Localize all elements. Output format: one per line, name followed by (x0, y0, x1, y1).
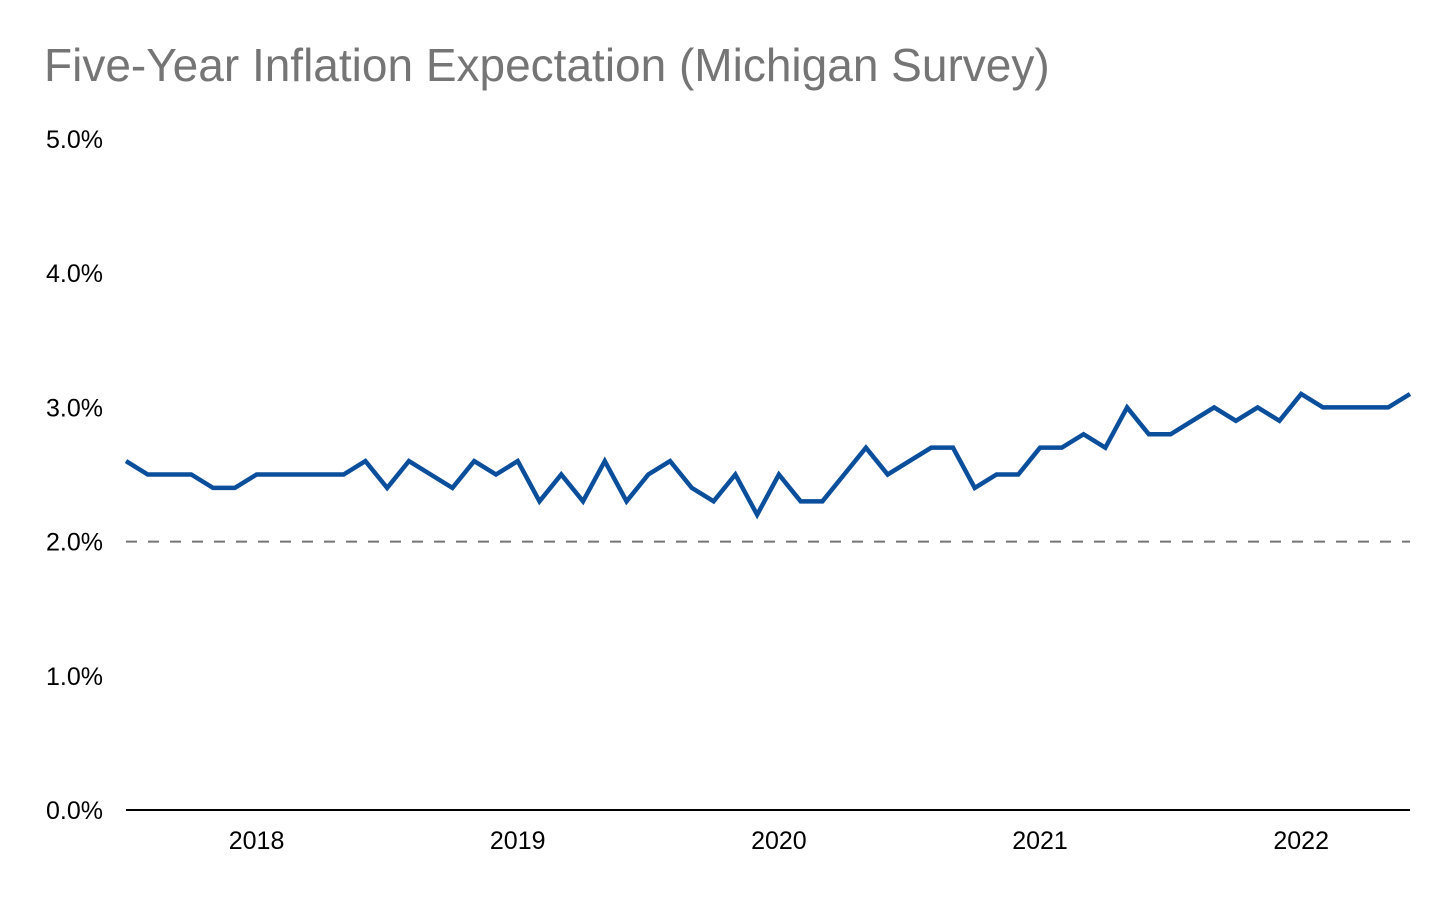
series-line-inflation-expectation (124, 391, 1412, 520)
x-tick-label: 2019 (490, 827, 546, 855)
y-tick-label: 1.0% (46, 663, 103, 691)
y-tick-label: 5.0% (46, 126, 103, 154)
y-tick-label: 2.0% (46, 529, 103, 557)
x-tick-label: 2018 (229, 827, 285, 855)
y-tick-label: 0.0% (46, 797, 103, 825)
x-tick-label: 2021 (1012, 827, 1068, 855)
x-axis-ticks: 2018 2019 2020 2021 2022 (229, 827, 1329, 855)
y-axis-ticks: 0.0% 1.0% 2.0% 3.0% 4.0% 5.0% (46, 126, 103, 825)
y-tick-label: 4.0% (46, 260, 103, 288)
y-tick-label: 3.0% (46, 394, 103, 422)
chart-title: Five-Year Inflation Expectation (Michiga… (44, 39, 1050, 91)
x-tick-label: 2020 (751, 827, 807, 855)
x-tick-label: 2022 (1273, 827, 1329, 855)
